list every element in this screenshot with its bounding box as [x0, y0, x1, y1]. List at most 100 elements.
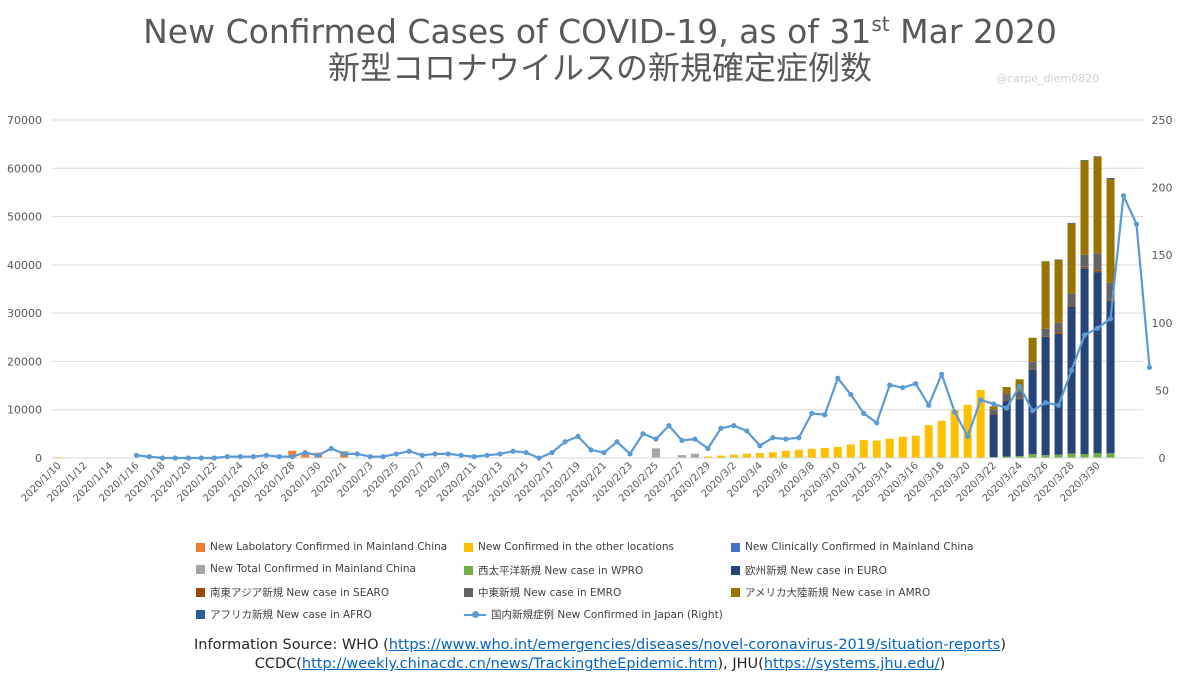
- japan-point: [887, 382, 893, 388]
- bar-segment: [1015, 399, 1024, 457]
- japan-point: [549, 449, 555, 456]
- legend-label: 国内新規症例 New Confirmed in Japan (Right): [491, 609, 723, 621]
- bar-segment: [1067, 222, 1076, 224]
- bar-segment: [1093, 253, 1102, 271]
- y-right-tick-label: 200: [1152, 182, 1173, 195]
- japan-point: [471, 454, 477, 460]
- japan-point: [952, 409, 958, 415]
- legend-label: アフリカ新規 New case in AFRO: [210, 609, 372, 621]
- japan-point: [731, 422, 737, 429]
- japan-point: [692, 436, 698, 442]
- legend-swatch: [196, 588, 205, 597]
- bar-segment: [898, 436, 907, 458]
- japan-point: [679, 437, 685, 444]
- japan-point: [172, 455, 178, 461]
- source-jhu-close: ): [939, 656, 946, 672]
- y-left-tick-label: 10000: [7, 404, 42, 417]
- who-link[interactable]: https://www.who.int/emergencies/diseases…: [388, 637, 1001, 653]
- japan-point: [276, 454, 282, 460]
- bar-segment: [1028, 361, 1037, 370]
- japan-point: [588, 447, 594, 453]
- jhu-link[interactable]: https://systems.jhu.edu/: [763, 656, 940, 672]
- bar-segment: [937, 420, 946, 458]
- japan-point: [1120, 193, 1127, 199]
- bar-segment: [1015, 391, 1024, 399]
- bar-segment: [1067, 223, 1076, 294]
- japan-point: [822, 412, 828, 418]
- japan-point: [380, 454, 386, 460]
- japan-point: [302, 449, 308, 456]
- japan-point: [1068, 367, 1075, 373]
- japan-point: [341, 451, 347, 457]
- bar-segment: [1015, 456, 1024, 458]
- bar-segment: [1041, 261, 1050, 329]
- bar-segment: [885, 438, 894, 458]
- legend-item: 国内新規症例 New Confirmed in Japan (Right): [464, 607, 723, 622]
- legend-item: アメリカ大陸新規 New case in AMRO: [731, 585, 930, 600]
- bar-segment: [1041, 336, 1050, 456]
- legend-item: 西太平洋新規 New case in WPRO: [464, 563, 643, 578]
- legend-swatch: [464, 542, 473, 552]
- japan-point: [640, 431, 646, 437]
- bar-segment: [768, 452, 777, 458]
- japan-point: [523, 449, 529, 456]
- bar-segment: [677, 455, 686, 458]
- legend-swatch: [196, 610, 205, 619]
- japan-point: [991, 401, 997, 407]
- legend-label: 西太平洋新規 New case in WPRO: [478, 565, 644, 577]
- bar-segment: [1015, 398, 1024, 400]
- legend-swatch: [464, 588, 473, 597]
- japan-point: [757, 443, 763, 449]
- y-right-tick-label: 250: [1152, 114, 1173, 127]
- bar-segment: [989, 406, 998, 410]
- japan-point: [185, 455, 191, 461]
- bar-segment: [1054, 259, 1063, 261]
- japan-point: [1017, 383, 1023, 389]
- japan-point: [978, 397, 984, 403]
- bar-segment: [950, 410, 959, 458]
- bar-segment: [846, 444, 855, 458]
- legend-label: 欧州新規 New case in EURO: [745, 565, 887, 577]
- bar-segment: [924, 425, 933, 458]
- japan-point: [328, 445, 334, 452]
- bar-segment: [651, 448, 660, 458]
- japan-point: [666, 422, 672, 429]
- y-left-tick-label: 50000: [7, 211, 42, 224]
- chart-plot: 0 10000 20000 30000 40000 50000 60000 70000 0 50 1…: [7, 114, 1173, 504]
- y-left-tick-label: 70000: [7, 114, 42, 127]
- bar-segment: [781, 450, 790, 458]
- source-jhu-label: ), JHU(: [717, 656, 764, 672]
- bar-segment: [1093, 156, 1102, 157]
- legend-swatch: [731, 566, 740, 575]
- y-left-tick-label: 0: [35, 452, 42, 465]
- y-left-tick-label: 20000: [7, 355, 42, 368]
- japan-point: [744, 428, 750, 434]
- japan-point: [926, 402, 932, 408]
- bar-segment: [1067, 305, 1076, 307]
- y-right-tick-label: 100: [1152, 317, 1173, 330]
- ccdc-link[interactable]: http://weekly.chinacdc.cn/news/Trackingt…: [301, 656, 718, 672]
- legend-item: アフリカ新規 New case in AFRO: [196, 607, 372, 622]
- bar-segment: [1080, 160, 1089, 161]
- japan-point: [848, 391, 854, 398]
- japan-point: [237, 454, 243, 460]
- japan-point: [913, 381, 919, 387]
- japan-point: [965, 433, 971, 439]
- japan-point: [406, 448, 412, 454]
- japan-point: [1030, 408, 1036, 414]
- bar-segment: [729, 454, 738, 458]
- japan-point: [835, 375, 841, 381]
- bar-segment: [1002, 387, 1011, 394]
- japan-point: [718, 425, 724, 431]
- legend-label: New Confirmed in the other locations: [478, 541, 675, 553]
- japan-point: [809, 410, 815, 416]
- bar-segment: [703, 456, 712, 458]
- legend-item: New Confirmed in the other locations: [464, 541, 674, 553]
- bar-segment: [1054, 322, 1063, 333]
- japan-point: [1055, 402, 1062, 408]
- japan-point: [874, 420, 880, 426]
- bar-segment: [1067, 306, 1076, 454]
- legend-line-swatch: [464, 610, 486, 619]
- legend-item: New Total Confirmed in Mainland China: [196, 563, 416, 575]
- japan-point: [393, 451, 399, 457]
